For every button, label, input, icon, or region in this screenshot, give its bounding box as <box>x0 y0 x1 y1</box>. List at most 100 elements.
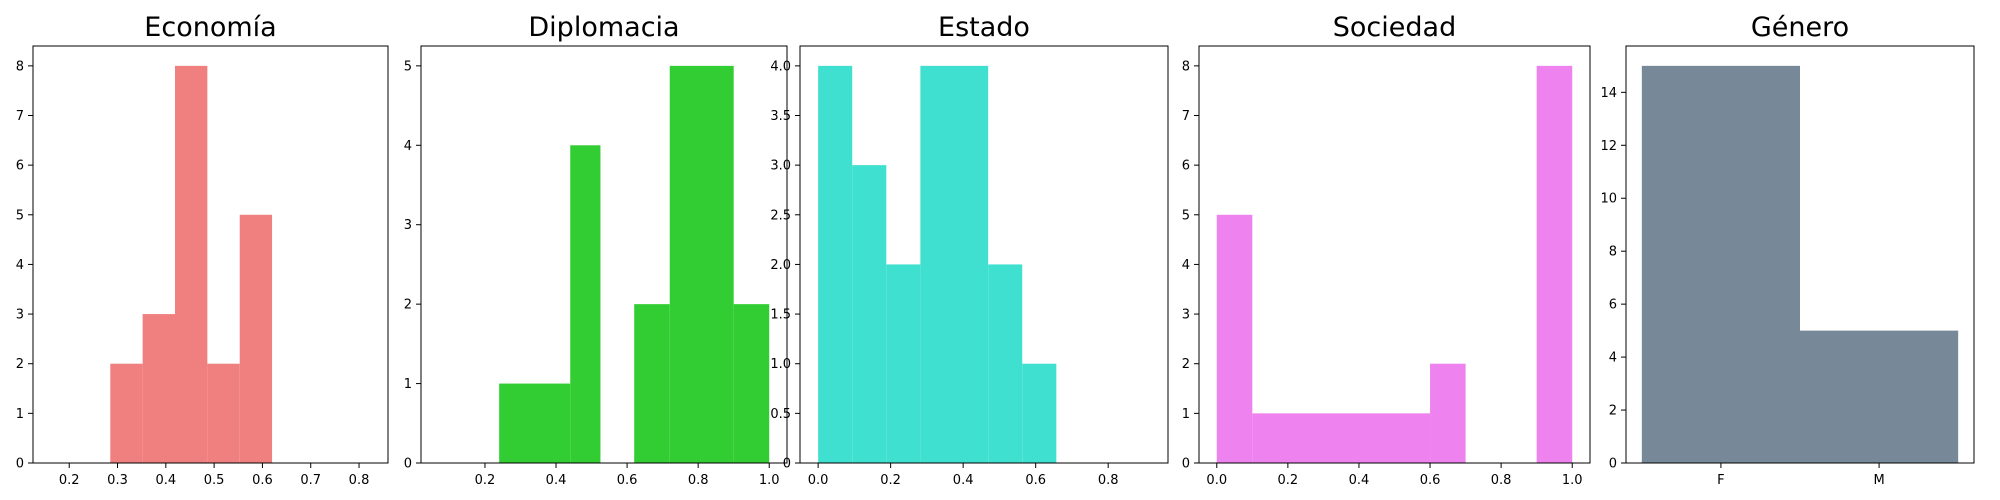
x-tick-label: 0.2 <box>880 473 901 488</box>
y-tick-label: 2.5 <box>770 208 791 223</box>
histogram-bar <box>886 264 921 463</box>
x-tick-label: M <box>1873 473 1884 488</box>
y-tick-label: 2 <box>1182 357 1190 372</box>
y-tick-label: 0 <box>783 457 791 472</box>
y-tick-label: 1 <box>1182 407 1190 422</box>
x-tick-label: 0.6 <box>1420 473 1441 488</box>
axes-frame <box>1198 45 1591 464</box>
histogram-bar <box>1536 65 1573 464</box>
axes-frame <box>32 45 389 464</box>
x-tick-label: 0.8 <box>688 473 709 488</box>
x-tick-label: 0.6 <box>1025 473 1046 488</box>
histogram-bar <box>175 65 208 464</box>
histogram-bar <box>988 264 1023 463</box>
y-tick-label: 0 <box>1609 457 1617 472</box>
panel-4: 0.0 0.2 0.4 0.6 0.8 1.0 0 1 2 3 4 5 6 7 8 Sociedad <box>1182 12 1591 488</box>
panel-title: Diplomacia <box>528 12 679 43</box>
y-tick-label: 8 <box>1609 245 1617 260</box>
y-tick-label: 3 <box>16 308 24 323</box>
y-tick-label: 5 <box>404 59 412 74</box>
histogram-bar <box>1252 413 1431 463</box>
y-tick-label: 1.5 <box>770 308 791 323</box>
y-tick-label: 3 <box>404 218 412 233</box>
y-tick-label: 0 <box>16 457 24 472</box>
panel-5: F M 0 2 4 6 8 10 12 14 Género <box>1600 12 1975 488</box>
histogram-bar <box>852 165 887 463</box>
y-tick-label: 2 <box>16 357 24 372</box>
x-tick-label: 0.4 <box>953 473 974 488</box>
histogram-bar <box>570 145 601 464</box>
x-tick-label: 0.4 <box>546 473 567 488</box>
x-tick-label: 0.2 <box>59 473 80 488</box>
y-tick-label: 4 <box>1182 258 1190 273</box>
x-tick-label: 0.5 <box>204 473 225 488</box>
y-tick-label: 8 <box>1182 59 1190 74</box>
x-tick-label: 0.6 <box>617 473 638 488</box>
x-tick-label: 0.2 <box>1278 473 1299 488</box>
axes-frame <box>1625 45 1975 464</box>
y-tick-label: 1.0 <box>770 357 791 372</box>
x-tick-label: F <box>1717 473 1724 488</box>
x-tick-label: 0.8 <box>1098 473 1119 488</box>
panel-title: Economía <box>144 12 276 43</box>
histogram-bar <box>239 214 273 463</box>
histogram-bar <box>142 314 175 463</box>
y-tick-label: 0.5 <box>770 407 791 422</box>
panel-1: 0.2 0.3 0.4 0.5 0.6 0.7 0.8 0 1 2 3 4 5 6 7 8 Economía <box>16 12 389 488</box>
y-tick-label: 1 <box>404 377 412 392</box>
histogram-bar <box>1800 330 1959 463</box>
y-tick-label: 12 <box>1600 139 1617 154</box>
x-tick-label: 0.2 <box>475 473 496 488</box>
x-tick-label: 0.8 <box>1491 473 1512 488</box>
y-tick-label: 3 <box>1182 308 1190 323</box>
y-tick-label: 5 <box>1182 208 1190 223</box>
y-tick-label: 10 <box>1600 192 1617 207</box>
y-tick-label: 8 <box>16 59 24 74</box>
histogram-bar <box>669 65 734 464</box>
histogram-bar <box>733 304 770 463</box>
x-tick-label: 0.0 <box>808 473 829 488</box>
histogram-bar <box>1641 65 1800 464</box>
y-tick-label: 2 <box>1609 404 1617 419</box>
x-tick-label: 0.8 <box>349 473 370 488</box>
y-tick-label: 4 <box>16 258 24 273</box>
x-tick-label: 1.0 <box>759 473 780 488</box>
panel-title: Estado <box>938 12 1030 43</box>
y-tick-label: 4 <box>404 139 412 154</box>
panel-title: Género <box>1751 12 1849 43</box>
y-tick-label: 7 <box>1182 109 1190 124</box>
x-tick-label: 0.6 <box>252 473 273 488</box>
histogram-bar <box>1022 363 1057 463</box>
histogram-bar <box>920 65 989 464</box>
x-tick-label: 0.4 <box>1349 473 1370 488</box>
panel-title: Sociedad <box>1333 12 1456 43</box>
axes-frame <box>799 45 1169 464</box>
y-tick-label: 2.0 <box>770 258 791 273</box>
y-tick-label: 1 <box>16 407 24 422</box>
y-tick-label: 5 <box>16 208 24 223</box>
y-tick-label: 3.0 <box>770 159 791 174</box>
y-tick-label: 6 <box>1609 298 1617 313</box>
y-tick-label: 0 <box>1182 457 1190 472</box>
y-tick-label: 6 <box>1182 159 1190 174</box>
y-tick-label: 4.0 <box>770 59 791 74</box>
panel-3: 0.0 0.2 0.4 0.6 0.8 0 0.5 1.0 1.5 2.0 2.5 3.0 3.5 4.0… <box>770 12 1169 488</box>
y-tick-label: 14 <box>1600 86 1617 101</box>
histogram-bar <box>110 363 143 463</box>
y-tick-label: 6 <box>16 159 24 174</box>
histogram-bar <box>818 65 853 464</box>
x-tick-label: 0.4 <box>155 473 176 488</box>
x-tick-label: 0.0 <box>1206 473 1227 488</box>
x-tick-label: 0.3 <box>107 473 128 488</box>
y-tick-label: 4 <box>1609 351 1617 366</box>
y-tick-label: 2 <box>404 298 412 313</box>
y-tick-label: 7 <box>16 109 24 124</box>
histogram-bar <box>207 363 240 463</box>
y-tick-label: 0 <box>404 457 412 472</box>
histogram-bar <box>1216 214 1253 463</box>
x-tick-label: 1.0 <box>1562 473 1583 488</box>
histogram-bar <box>634 304 670 463</box>
histogram-bar <box>499 383 571 463</box>
